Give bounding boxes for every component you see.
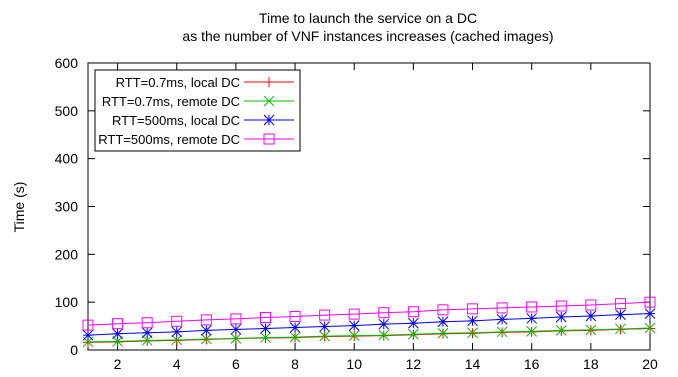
data-point xyxy=(407,306,419,318)
data-point xyxy=(319,309,331,321)
legend-marker xyxy=(263,114,275,126)
data-point xyxy=(615,309,626,320)
y-tick-label: 400 xyxy=(55,151,79,167)
data-point xyxy=(200,333,212,345)
data-point xyxy=(82,319,94,331)
y-tick-label: 500 xyxy=(55,103,79,119)
data-point xyxy=(289,311,301,323)
x-tick-label: 20 xyxy=(642,356,658,372)
data-point xyxy=(230,324,242,335)
data-point xyxy=(467,327,478,339)
plot-area: 0 100 200 300 400 500 600 2 4 6 8 10 12 14 16 18 20 RTT=0… xyxy=(55,55,658,372)
data-point xyxy=(260,323,271,334)
data-point xyxy=(555,325,567,336)
data-point xyxy=(230,313,242,325)
data-point xyxy=(260,332,271,343)
legend-marker xyxy=(263,95,275,107)
data-point xyxy=(408,328,419,340)
data-point xyxy=(348,320,360,331)
data-point xyxy=(496,302,508,314)
data-point xyxy=(437,316,449,328)
legend-marker xyxy=(264,77,274,87)
data-point xyxy=(289,322,301,333)
legend-marker xyxy=(263,133,275,145)
x-tick-label: 8 xyxy=(291,356,299,372)
data-point xyxy=(289,331,301,343)
data-point xyxy=(200,325,212,336)
data-point xyxy=(348,330,360,342)
y-tick-label: 100 xyxy=(55,294,79,310)
data-point xyxy=(259,311,271,323)
legend-box xyxy=(94,69,301,152)
data-point xyxy=(526,301,538,313)
data-point xyxy=(496,314,508,325)
data-point xyxy=(408,317,419,329)
data-point xyxy=(555,311,567,323)
data-point xyxy=(555,300,567,312)
data-point xyxy=(319,321,330,332)
data-point xyxy=(200,314,212,326)
data-point xyxy=(141,317,153,329)
data-point xyxy=(348,308,360,320)
y-tick-label: 600 xyxy=(55,55,79,71)
x-tick-label: 18 xyxy=(583,356,599,372)
data-point xyxy=(112,336,123,347)
data-point xyxy=(467,303,479,315)
data-point xyxy=(437,327,449,339)
data-point xyxy=(378,318,390,330)
data-point xyxy=(644,308,656,320)
x-tick-label: 12 xyxy=(406,356,422,372)
y-tick-label: 300 xyxy=(55,199,79,215)
legend-label: RTT=0.7ms, local DC xyxy=(116,75,240,90)
x-tick-label: 4 xyxy=(173,356,181,372)
data-point xyxy=(585,310,597,322)
data-point xyxy=(615,323,626,335)
chart-subtitle: as the number of VNF instances increases… xyxy=(182,28,553,44)
data-point xyxy=(644,296,656,308)
data-point xyxy=(467,315,478,327)
data-point xyxy=(319,330,330,342)
y-axis-label: Time (s) xyxy=(11,182,27,233)
data-point xyxy=(437,304,449,316)
data-point xyxy=(526,313,538,324)
data-point xyxy=(585,299,597,311)
legend: RTT=0.7ms, local DC RTT=0.7ms, remote DC R… xyxy=(94,69,301,152)
data-point xyxy=(112,328,123,340)
legend-label: RTT=500ms, remote DC xyxy=(98,132,240,147)
data-point xyxy=(82,329,94,341)
x-tick-label: 2 xyxy=(114,356,122,372)
series-line-2 xyxy=(87,327,651,343)
data-point xyxy=(171,315,183,327)
data-point xyxy=(496,326,508,338)
legend-label: RTT=0.7ms, remote DC xyxy=(102,94,240,109)
data-point xyxy=(378,329,390,341)
legend-label: RTT=500ms, local DC xyxy=(112,113,240,128)
chart-title: Time to launch the service on a DC xyxy=(259,10,477,26)
data-point xyxy=(141,327,153,339)
data-point xyxy=(141,335,153,346)
data-point xyxy=(112,318,124,330)
y-tick-label: 0 xyxy=(70,342,78,358)
data-point xyxy=(644,322,656,334)
data-point xyxy=(378,307,390,319)
data-point xyxy=(230,333,242,344)
x-tick-label: 6 xyxy=(232,356,240,372)
data-point xyxy=(614,298,626,310)
x-tick-label: 16 xyxy=(524,356,540,372)
x-tick-label: 10 xyxy=(346,356,362,372)
y-tick-label: 200 xyxy=(55,246,79,262)
data-point xyxy=(526,325,538,337)
data-point xyxy=(171,334,183,346)
x-tick-label: 14 xyxy=(465,356,481,372)
data-point xyxy=(171,326,183,338)
data-point xyxy=(585,324,597,336)
